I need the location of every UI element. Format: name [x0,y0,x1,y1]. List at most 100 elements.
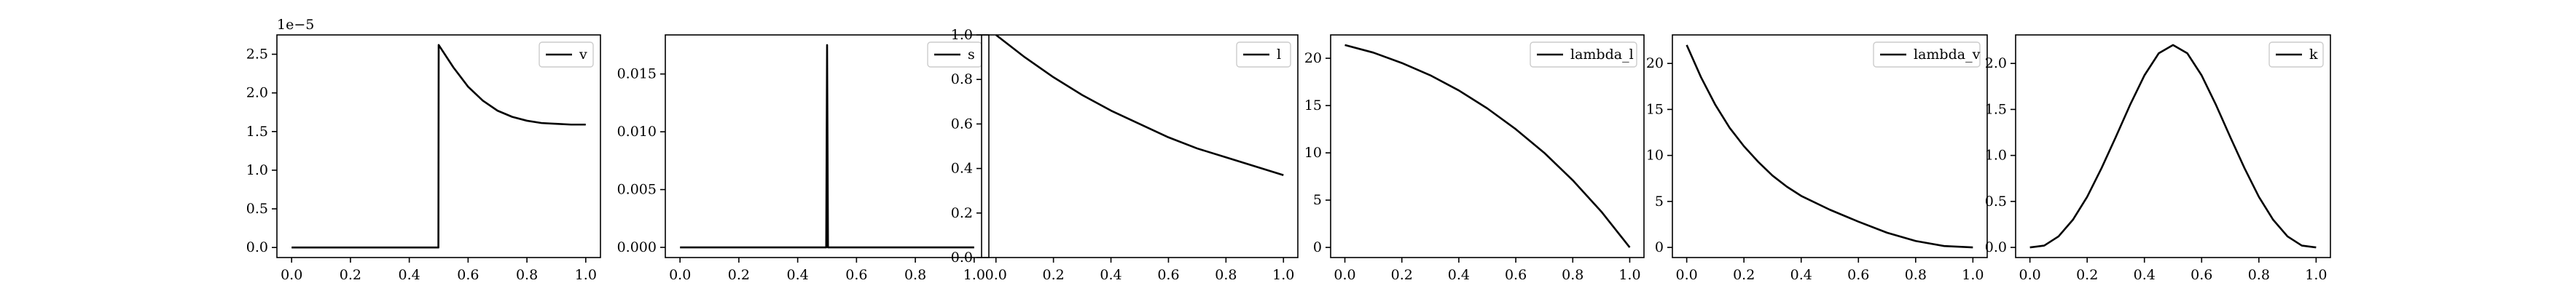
y-tick-label: 1.0 [1985,148,2007,164]
subplot-2: 0.0 0.2 0.4 0.6 0.8 1.0 0.000 0.005 0.010 0.015 s [617,34,990,283]
x-tick-label: 0.0 [2019,267,2041,283]
subplot-5: 0.0 0.2 0.4 0.6 0.8 1.0 0 5 10 15 20 lambda_v [1646,34,1988,283]
x-tick-label: 1.0 [1962,267,1984,283]
legend: s [927,41,982,68]
subplot-4: 0.0 0.2 0.4 0.6 0.8 1.0 0 5 10 15 20 lambda_l [1304,34,1645,283]
y-tick-label: 15 [1646,101,1664,117]
y-tick-label: 0.6 [951,116,973,132]
y-tick-label: 1.5 [246,124,268,140]
x-tick-label: 1.0 [2305,267,2327,283]
x-tick-label: 0.6 [1847,267,1869,283]
y-tick-label: 0.5 [1985,194,2007,210]
y-tick-label: 2.5 [246,47,268,63]
x-tick-label: 0.8 [1905,267,1927,283]
legend-label: lambda_v [1914,47,1981,63]
y-tick-label: 0.005 [617,182,657,198]
y-offset-label: 1e−5 [277,17,314,33]
x-tick-label: 0.8 [516,267,538,283]
y-tick-label: 0.0 [246,239,268,255]
y-tick-label: 2.0 [246,85,268,101]
x-tick-label: 1.0 [963,267,985,283]
legend: k [2268,41,2324,68]
subplot-3: 0.0 0.2 0.4 0.6 0.8 1.00.00.20.40.60.81.0l [951,27,1299,283]
y-tick-label: 0.2 [951,205,973,221]
x-tick-label: 0.6 [1157,267,1179,283]
y-tick-label: 5 [1655,194,1664,210]
x-tick-label: 0.6 [457,267,479,283]
y-tick-label: 20 [1304,50,1322,66]
subplot-1: 0.0 0.2 0.4 0.6 0.8 1.0 0.0 0.5 1.0 1.5 2.0 2.5 1e−5… [246,17,601,283]
axes-frame [665,34,990,258]
axes-frame [276,34,601,258]
y-tick-label: 1.0 [951,27,973,43]
series-line-lambda_v [1686,44,1973,249]
x-tick-label: 0.4 [1100,267,1121,283]
y-tick-label: 5 [1313,192,1322,208]
x-tick-label: 1.0 [575,267,597,283]
axes-frame [1672,34,1988,258]
legend-label: v [579,47,587,63]
y-tick-label: 2.0 [1985,55,2007,71]
series-line-k [2029,44,2317,249]
y-tick-label: 0.8 [951,71,973,87]
x-tick-label: 0.4 [787,267,809,283]
series-line-l [995,33,1284,177]
y-tick-label: 0.5 [246,201,268,217]
x-tick-label: 0.4 [399,267,420,283]
legend: v [539,41,594,68]
y-tick-label: 1.5 [1985,101,2007,117]
legend-label: s [968,47,975,63]
x-tick-label: 0.8 [904,267,926,283]
y-tick-label: 0.000 [617,239,657,255]
legend: lambda_l [1530,41,1637,68]
y-tick-label: 0.010 [617,124,657,140]
x-tick-label: 1.0 [1272,267,1294,283]
y-tick-label: 0.0 [951,250,973,266]
x-tick-label: 0.2 [1733,267,1755,283]
x-tick-label: 0.6 [1505,267,1527,283]
y-tick-label: 0 [1655,239,1664,255]
legend: lambda_v [1873,41,1981,68]
y-tick-label: 0 [1313,239,1322,255]
x-tick-label: 0.6 [2191,267,2212,283]
x-tick-label: 0.6 [845,267,867,283]
legend-label: k [2309,47,2318,63]
legend-box [1530,41,1637,68]
axes-frame [2015,34,2331,258]
y-tick-label: 0.4 [951,161,973,177]
series-line-v [291,44,586,249]
x-tick-label: 0.2 [728,267,750,283]
x-tick-label: 0.4 [2134,267,2156,283]
x-tick-label: 0.8 [1562,267,1583,283]
y-tick-label: 0.0 [1985,239,2007,255]
subplot-6: 0.0 0.2 0.4 0.6 0.8 1.0 0.0 0.5 1.0 1.5 2.0 k [1985,34,2331,283]
x-tick-label: 0.4 [1448,267,1470,283]
x-tick-label: 0.0 [669,267,691,283]
axes-frame [1330,34,1645,258]
x-tick-label: 0.0 [1676,267,1698,283]
x-tick-label: 0.2 [340,267,361,283]
x-tick-label: 0.0 [1334,267,1355,283]
y-tick-label: 20 [1646,55,1664,71]
y-tick-label: 0.015 [617,66,657,82]
x-tick-label: 0.8 [1215,267,1237,283]
y-tick-label: 10 [1304,145,1322,161]
x-tick-label: 0.2 [1391,267,1413,283]
axes-frame [981,34,1299,258]
x-tick-label: 0.4 [1790,267,1812,283]
legend-label: lambda_l [1570,47,1634,63]
x-tick-label: 0.8 [2248,267,2270,283]
y-tick-label: 10 [1646,148,1664,164]
y-tick-label: 15 [1304,97,1322,113]
x-tick-label: 0.0 [281,267,302,283]
legend-box [1873,41,1981,68]
series-line-lambda_l [1344,44,1631,248]
x-tick-label: 0.2 [2076,267,2098,283]
x-tick-label: 1.0 [1618,267,1640,283]
x-tick-label: 0.0 [985,267,1007,283]
series-line-s [680,44,974,249]
x-tick-label: 0.2 [1043,267,1065,283]
y-tick-label: 1.0 [246,162,268,178]
legend: l [1236,41,1291,68]
